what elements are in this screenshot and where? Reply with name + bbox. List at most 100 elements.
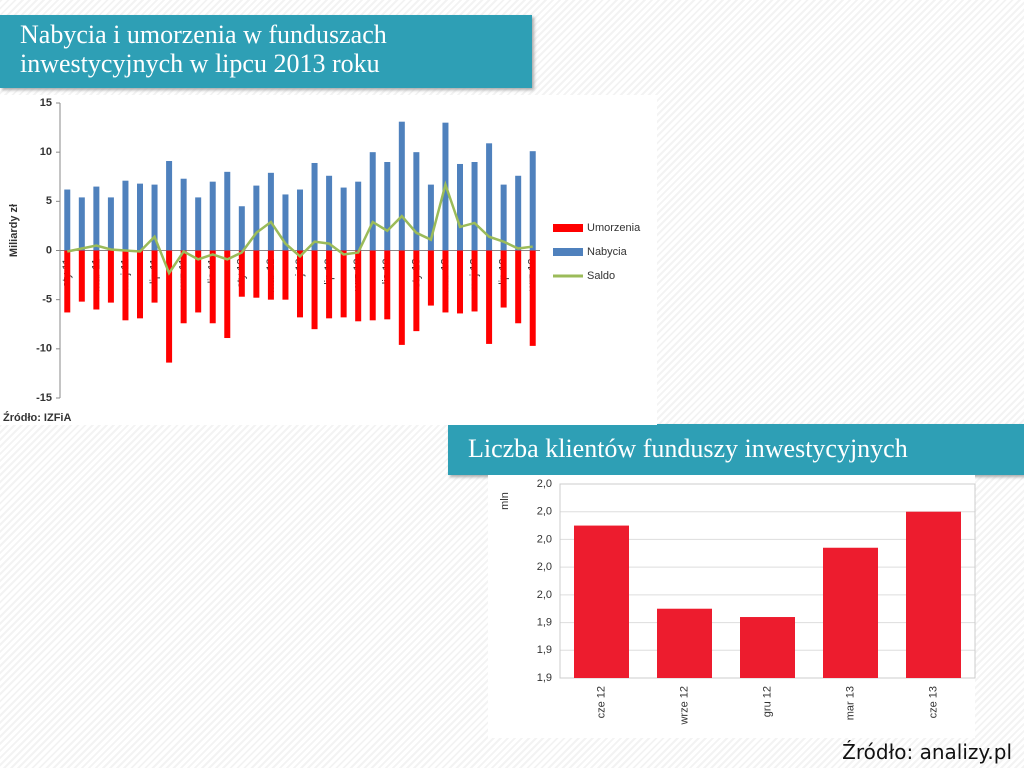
bar: [486, 143, 493, 251]
legend-swatch: [553, 224, 583, 232]
y-tick-label: 1,9: [537, 672, 552, 684]
bar: [93, 186, 100, 251]
y-tick-label: 2,0: [537, 506, 552, 518]
bar: [166, 161, 173, 251]
bar: [282, 250, 289, 300]
bar: [151, 184, 158, 251]
bar: [107, 250, 114, 303]
legend-label: Nabycia: [587, 246, 628, 258]
y-tick-label: 5: [46, 195, 52, 207]
bar: [311, 250, 318, 330]
y-tick-label: 1,9: [537, 616, 552, 628]
bar: [326, 175, 333, 251]
source: Źródło: IZFiA: [3, 411, 71, 424]
bar: [471, 250, 478, 312]
x-tick-label: mar 13: [844, 686, 856, 720]
bar: [209, 250, 216, 324]
bar: [238, 250, 245, 297]
y-tick-label: 2,0: [537, 589, 552, 601]
bar: [529, 250, 536, 346]
bar: [384, 250, 391, 320]
y-tick-label: 2,0: [537, 561, 552, 573]
bar: [253, 185, 260, 251]
bar: [398, 121, 405, 251]
title-box: Nabycia i umorzenia w funduszach inwesty…: [0, 15, 532, 88]
bar: [657, 608, 712, 678]
x-tick-label: cze 12: [595, 686, 607, 718]
bar: [355, 250, 362, 322]
y-axis-label: Miliardy zł: [8, 204, 20, 257]
bar: [740, 617, 795, 678]
bar: [93, 250, 100, 310]
legend-swatch: [553, 248, 583, 256]
bar: [195, 197, 202, 251]
y-tick-label: 10: [40, 146, 52, 158]
bar: [427, 184, 434, 251]
bar: [384, 162, 391, 251]
x-tick-label: wrze 12: [678, 686, 690, 726]
bar: [122, 250, 129, 321]
bar: [500, 184, 507, 251]
y-tick-label: 0: [46, 244, 52, 256]
y-tick-label: -5: [42, 294, 52, 306]
bar: [529, 151, 536, 251]
y-tick-label: 1,9: [537, 644, 552, 656]
bar: [78, 197, 85, 251]
bar: [209, 181, 216, 251]
bar: [515, 250, 522, 324]
bar: [355, 181, 362, 251]
bar: [151, 250, 158, 303]
bar: [457, 250, 463, 314]
bar: [78, 250, 85, 302]
line: [67, 180, 533, 276]
y-tick-label: 2,0: [537, 478, 552, 490]
bar: [340, 250, 347, 318]
title: Nabycia i umorzenia w funduszach: [20, 20, 387, 49]
bar: [224, 171, 231, 251]
bar: [574, 525, 629, 678]
bar: [180, 178, 187, 251]
bar: [413, 250, 420, 332]
bar: [486, 250, 493, 344]
title: Liczba klientów funduszy inwestycyjnych: [468, 434, 908, 463]
y-tick-label: -15: [36, 392, 52, 404]
bar: [267, 250, 274, 300]
bar: [442, 250, 449, 313]
bar: [64, 250, 71, 313]
y-axis-label: mln: [499, 492, 511, 510]
bar: [137, 183, 143, 251]
bar: [500, 250, 507, 308]
bar: [427, 250, 434, 306]
y-tick-label: -10: [36, 343, 52, 355]
bar: [326, 250, 333, 319]
y-tick-label: 2,0: [537, 533, 552, 545]
bar: [369, 152, 376, 251]
bar: [471, 162, 478, 251]
bar: [238, 206, 245, 251]
x-tick-label: gru 12: [761, 686, 773, 717]
bar: [906, 511, 961, 678]
y-tick-label: 15: [40, 97, 52, 109]
bar: [515, 175, 522, 251]
bar: [267, 172, 274, 251]
bar: [398, 250, 405, 345]
title: inwestycyjnych w lipcu 2013 roku: [20, 49, 380, 78]
legend-label: Saldo: [587, 270, 615, 282]
bar: [137, 250, 143, 319]
bar: [823, 547, 878, 678]
bar: [340, 187, 347, 251]
bar: [180, 250, 187, 324]
title-box: Liczba klientów funduszy inwestycyjnych: [448, 424, 1024, 475]
bar: [413, 152, 420, 251]
bar: [107, 197, 114, 251]
chart-bg: [488, 475, 975, 738]
bar: [457, 163, 463, 251]
bar: [297, 250, 303, 318]
bar: [297, 189, 303, 251]
bar: [224, 250, 231, 339]
bar: [311, 162, 318, 251]
legend-label: Umorzenia: [587, 222, 641, 234]
bar: [166, 250, 173, 363]
